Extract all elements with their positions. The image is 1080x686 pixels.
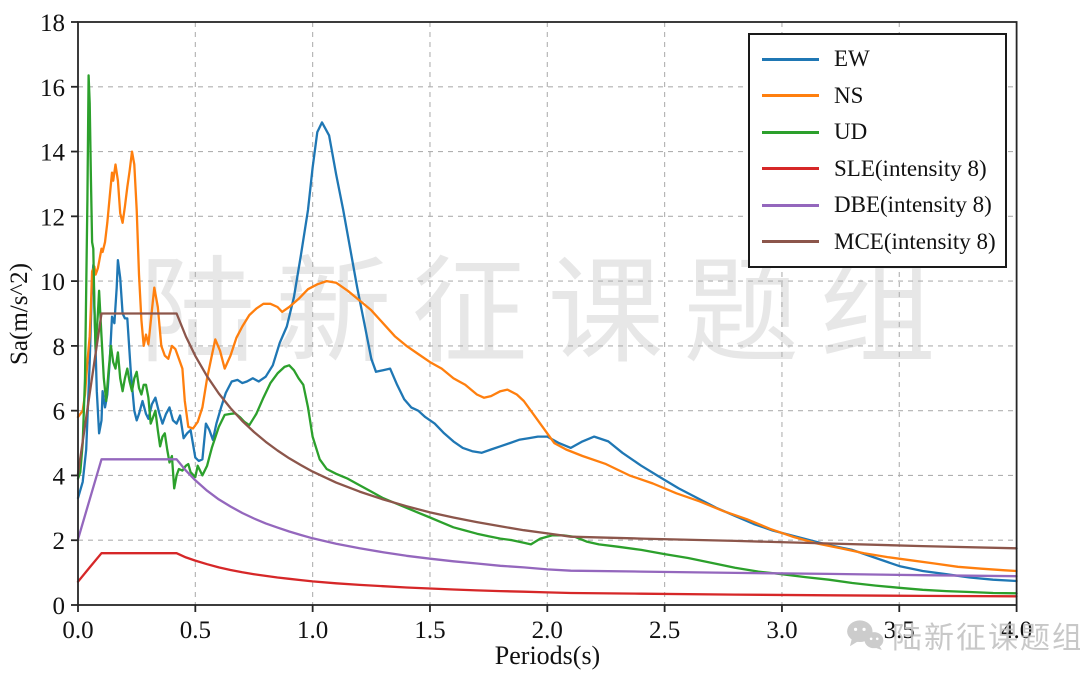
legend-label: UD [834, 119, 868, 145]
x-tick-label: 1.0 [297, 617, 328, 644]
legend-entry-NS: NS [762, 83, 1005, 109]
legend-entry-UD: UD [762, 119, 1005, 145]
legend-label: SLE(intensity 8) [834, 155, 987, 181]
curve-NS [76, 150, 1018, 573]
legend-line-swatch [762, 203, 819, 207]
legend-label: NS [834, 82, 864, 108]
y-tick-label: 2 [53, 528, 66, 555]
x-axis-title: Periods(s) [494, 641, 601, 670]
y-axis-title: Sa(m/s^2) [6, 262, 33, 365]
legend-line-swatch [762, 130, 819, 134]
x-tick-label: 3.5 [884, 617, 915, 644]
legend-entry-SLE(intensity 8): SLE(intensity 8) [762, 156, 1005, 182]
legend-line-swatch [762, 167, 819, 171]
legend-line-swatch [762, 94, 819, 98]
x-tick-label: 1.5 [414, 617, 445, 644]
x-tick-label: 2.5 [649, 617, 680, 644]
curve-MCE(intensity 8) [76, 312, 1018, 550]
y-tick-label: 8 [53, 334, 66, 361]
legend-label: DBE(intensity 8) [834, 192, 992, 218]
y-tick-label: 6 [53, 399, 66, 426]
y-tick-label: 16 [40, 75, 65, 102]
tick-marks [71, 21, 1018, 612]
legend-label: EW [834, 46, 870, 72]
legend-line-swatch [762, 240, 819, 244]
y-tick-label: 0 [53, 593, 66, 620]
x-tick-label: 0.5 [180, 617, 211, 644]
legend-line-swatch [762, 57, 819, 61]
curve-EW [76, 121, 1018, 583]
legend-label: MCE(intensity 8) [834, 228, 996, 254]
y-tick-label: 14 [40, 140, 66, 167]
legend-entry-MCE(intensity 8): MCE(intensity 8) [762, 229, 1005, 255]
y-tick-label: 10 [40, 269, 65, 296]
curve-DBE(intensity 8) [76, 458, 1018, 578]
curve-SLE(intensity 8) [76, 552, 1018, 598]
legend-entry-EW: EW [762, 46, 1005, 72]
y-tick-label: 4 [53, 463, 66, 490]
y-tick-label: 18 [40, 10, 65, 37]
x-tick-label: 3.0 [766, 617, 797, 644]
legend-entry-DBE(intensity 8): DBE(intensity 8) [762, 192, 1005, 218]
x-tick-label: 2.0 [532, 617, 563, 644]
y-tick-label: 12 [40, 204, 65, 231]
x-tick-label: 4.0 [1001, 617, 1032, 644]
x-tick-label: 0.0 [62, 617, 93, 644]
tick-labels: 0.0 0.5 1.0 1.5 2.0 2.5 3.0 3.5 4.0 0 2 4 6 8 10 12 14 16… [40, 10, 1032, 644]
legend-box: EW NS UD SLE(intensity 8) DBE(intensity 8) MC… [748, 33, 1007, 268]
